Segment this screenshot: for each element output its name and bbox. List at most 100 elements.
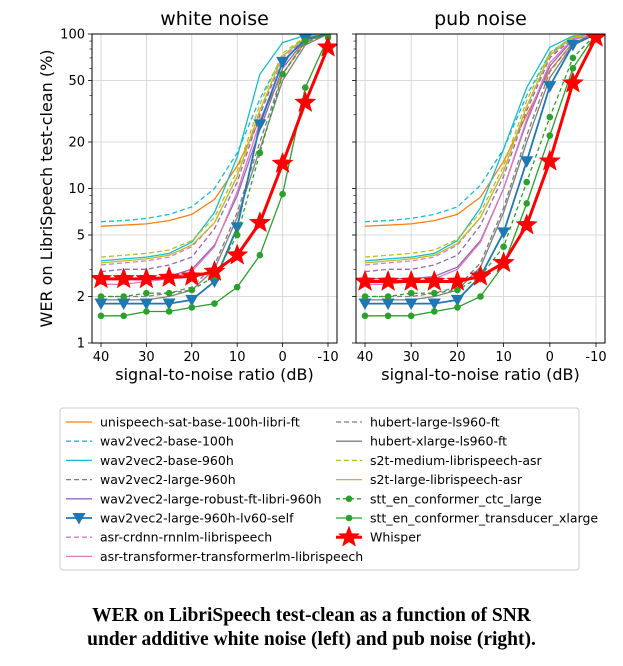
legend-entry: Whisper <box>336 525 422 547</box>
data-point <box>233 231 241 239</box>
legend-marker <box>337 525 361 547</box>
data-point <box>120 312 127 320</box>
legend-label: Whisper <box>370 530 422 545</box>
plot-frame <box>91 33 338 344</box>
legend-label: wav2vec2-base-960h <box>100 453 234 468</box>
y-tick-label: 1 <box>77 337 85 352</box>
legend-entry: s2t-large-librispeech-asr <box>336 472 523 487</box>
x-tick-label: 30 <box>403 350 420 365</box>
data-point <box>561 71 585 93</box>
data-point <box>253 119 267 131</box>
data-point <box>469 264 492 286</box>
data-point <box>427 298 441 311</box>
data-point <box>185 294 199 307</box>
legend-entry: wav2vec2-large-960h-lv60-self <box>66 511 294 526</box>
x-tick-label: -10 <box>317 350 338 365</box>
series-line <box>365 34 597 305</box>
data-point <box>316 35 337 57</box>
series-line <box>364 34 597 266</box>
series-line <box>364 34 597 223</box>
data-point <box>407 312 415 320</box>
data-point <box>497 227 511 239</box>
legend-label: wav2vec2-large-960h <box>100 472 236 487</box>
data-point <box>361 312 369 320</box>
series-hubert-large-ls960-ft <box>365 34 597 298</box>
legend-label: s2t-large-librispeech-asr <box>370 472 523 487</box>
legend-entry: asr-transformer-transformerlm-librispeec… <box>66 549 363 564</box>
series-line <box>365 34 597 298</box>
data-point <box>381 298 395 311</box>
data-point <box>120 293 127 300</box>
data-point <box>500 243 507 251</box>
x-tick-label: 30 <box>138 350 155 365</box>
series-hubert-large-ls960-ft <box>101 34 329 298</box>
legend-entry: wav2vec2-base-960h <box>66 453 234 468</box>
data-point <box>431 308 438 315</box>
legend-entry: wav2vec2-base-100h <box>66 434 234 449</box>
data-point <box>180 264 203 286</box>
data-point <box>256 149 264 157</box>
data-point <box>157 265 181 288</box>
series-wav2vec2-large-960h <box>100 34 329 273</box>
x-tick-label: -10 <box>585 350 606 365</box>
data-point <box>384 293 392 300</box>
legend-entry: hubert-xlarge-ls960-ft <box>336 434 507 449</box>
x-tick-label: 0 <box>546 350 554 365</box>
legend-label: stt_en_conformer_ctc_large <box>370 491 542 506</box>
legend-marker <box>345 514 353 522</box>
series-wav2vec2-base-960h <box>364 34 597 262</box>
data-point <box>279 70 286 78</box>
legend: unispeech-sat-base-100h-libri-ft wav2vec2… <box>59 407 598 571</box>
data-point <box>523 200 530 207</box>
data-point <box>203 259 226 282</box>
legend-label: wav2vec2-large-960h-lv60-self <box>100 511 294 526</box>
legend-entry: hubert-large-ls960-ft <box>336 415 500 430</box>
series-s2t-medium-librispeech-asr <box>100 34 329 258</box>
data-point <box>566 39 580 52</box>
series-asr-transformer-transformerlm-librispeech <box>101 34 329 285</box>
data-point <box>520 156 534 168</box>
y-tick-label: 20 <box>68 135 85 150</box>
legend-entry: stt_en_conformer_transducer_xlarge <box>336 511 598 526</box>
data-point <box>404 298 418 311</box>
x-axis-label: signal-to-noise ratio (dB) <box>115 365 313 384</box>
series-line <box>364 34 597 262</box>
data-point <box>454 286 461 294</box>
series-whisper <box>92 35 337 289</box>
data-point <box>431 289 438 297</box>
legend-entry: wav2vec2-large-robust-ft-libri-960h <box>66 491 322 506</box>
data-point <box>139 298 153 311</box>
data-point <box>407 289 415 297</box>
data-point <box>112 267 135 289</box>
data-point <box>585 34 605 47</box>
data-point <box>515 213 538 235</box>
data-point <box>97 312 105 320</box>
data-point <box>361 293 369 300</box>
data-point <box>211 300 218 307</box>
series-line <box>100 34 329 258</box>
data-point <box>94 298 108 311</box>
series-line <box>365 34 597 285</box>
series-line <box>364 34 597 273</box>
data-point <box>477 293 484 300</box>
data-point <box>117 298 131 311</box>
data-point <box>135 267 158 289</box>
panel-title: pub noise <box>434 8 527 30</box>
data-point <box>384 312 392 320</box>
series-s2t-large-librispeech-asr <box>100 34 329 264</box>
y-axis-label: WER on LibriSpeech test-clean (%) <box>37 49 56 327</box>
data-point <box>569 64 577 72</box>
data-point <box>256 251 264 259</box>
series-stt-en-conformer-ctc-large <box>361 34 600 300</box>
series-wav2vec2-base-100h <box>364 34 597 223</box>
x-tick-label: 20 <box>184 350 201 365</box>
data-point <box>233 283 241 291</box>
data-point <box>294 90 317 113</box>
series-line <box>364 34 597 258</box>
y-tick-label: 50 <box>68 74 85 89</box>
data-point <box>276 56 290 69</box>
series-unispeech-sat-base-100h-libri-ft <box>364 34 597 227</box>
legend-entry: unispeech-sat-base-100h-libri-ft <box>66 415 300 430</box>
series-wav2vec2-large-960h <box>364 34 597 273</box>
